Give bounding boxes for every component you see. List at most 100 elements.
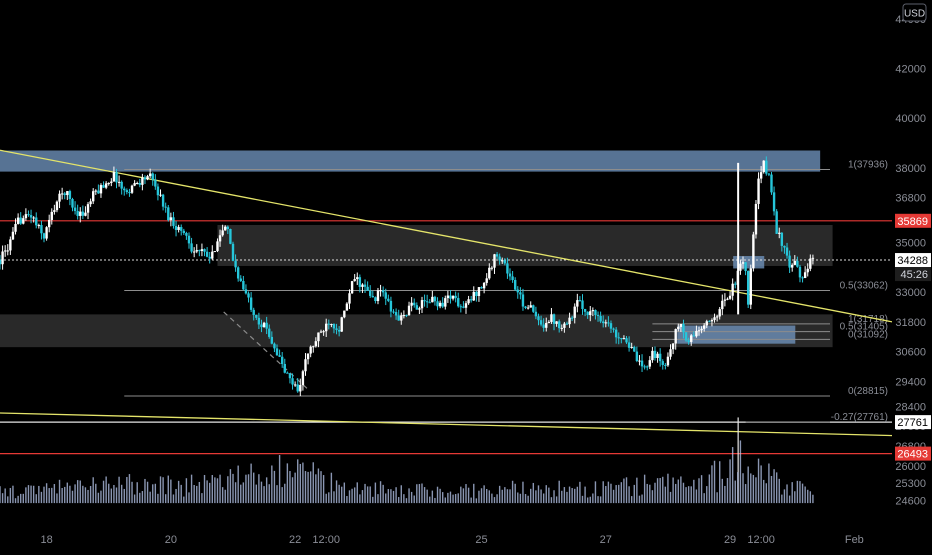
- volume-bar: [170, 479, 172, 504]
- candle-up: [350, 281, 354, 294]
- candle-down: [180, 227, 183, 231]
- volume-bar: [431, 490, 434, 504]
- candle-up: [749, 268, 752, 305]
- candle-down: [226, 226, 230, 229]
- volume-bar: [739, 440, 742, 504]
- volume-bar: [242, 482, 245, 504]
- volume-bar: [675, 483, 677, 504]
- candle-up: [211, 251, 214, 259]
- candle-down: [231, 243, 235, 261]
- time-axis-label: Feb: [845, 534, 864, 546]
- candle-down: [646, 366, 649, 368]
- candle-down: [796, 260, 799, 267]
- volume-bar: [115, 487, 118, 504]
- candle-up: [555, 321, 558, 324]
- volume-bar: [361, 490, 364, 504]
- time-axis-label: 22: [289, 534, 301, 546]
- candle-down: [203, 249, 206, 252]
- time-axis-label: 25: [475, 534, 487, 546]
- volume-bar: [610, 483, 612, 504]
- volume-bar: [672, 477, 674, 504]
- candle-down: [469, 299, 473, 301]
- volume-bar: [14, 498, 17, 504]
- candle-up: [317, 332, 320, 342]
- candle-up: [493, 254, 496, 268]
- candle-up: [94, 190, 97, 192]
- volume-bar: [517, 492, 519, 504]
- volume-bar: [781, 494, 783, 504]
- candle-down: [684, 332, 688, 341]
- price-axis-label: 28400: [895, 401, 926, 413]
- volume-bar: [480, 488, 483, 504]
- volume-bar: [724, 485, 726, 504]
- candle-up: [754, 203, 758, 235]
- volume-bar: [478, 490, 480, 504]
- volume-bar: [768, 463, 770, 504]
- candle-down: [521, 294, 525, 307]
- volume-bar: [571, 488, 573, 504]
- volume-bar: [566, 491, 568, 504]
- volume-bar: [612, 489, 615, 504]
- candle-down: [185, 232, 188, 236]
- price-tag-34288: [895, 253, 931, 268]
- zone-blue: [0, 150, 821, 172]
- candle-up: [671, 343, 675, 350]
- candle-up: [218, 235, 222, 242]
- price-tag-layer: 35869 34288 27761 26493 45:26: [895, 213, 931, 461]
- volume-bar: [486, 488, 488, 504]
- volume-bar: [488, 490, 490, 504]
- volume-bar: [302, 462, 304, 504]
- candle-down: [532, 305, 535, 312]
- candle-down: [76, 210, 79, 216]
- volume-bar: [794, 491, 796, 504]
- candle-up: [32, 217, 35, 219]
- volume-bar: [418, 483, 421, 504]
- volume-bar: [633, 484, 635, 504]
- volume-bar: [763, 479, 765, 504]
- volume-bar: [530, 488, 532, 504]
- volume-bar: [224, 489, 226, 504]
- volume-bar: [95, 483, 97, 504]
- volume-bar: [227, 476, 229, 504]
- candle-down: [425, 301, 429, 303]
- volume-bar: [801, 483, 804, 504]
- candle-down: [658, 353, 662, 362]
- currency-button[interactable]: USD: [902, 3, 927, 22]
- volume-bar: [164, 494, 167, 504]
- volume-bar: [465, 484, 467, 504]
- volume-bar: [447, 492, 449, 504]
- candle-up: [92, 191, 95, 202]
- candle-down: [236, 267, 240, 279]
- volume-bar: [377, 494, 379, 504]
- volume-bar: [356, 482, 358, 504]
- currency-button-frame[interactable]: [902, 3, 927, 22]
- volume-bar: [188, 492, 190, 504]
- volume-bar: [87, 489, 89, 504]
- price-axis-label: 24600: [895, 496, 926, 508]
- currency-label[interactable]: USD: [904, 9, 925, 20]
- volume-bar: [548, 487, 550, 504]
- candle-down: [772, 192, 776, 212]
- volume-bar: [123, 488, 125, 504]
- volume-bar: [146, 481, 149, 504]
- volume-bar: [307, 471, 309, 504]
- candle-up: [710, 319, 714, 322]
- candle-up: [695, 330, 698, 337]
- volume-bar: [597, 496, 599, 504]
- volume-bar: [677, 479, 679, 504]
- candle-up: [340, 317, 343, 332]
- volume-bar: [32, 485, 35, 504]
- candle-down: [19, 217, 22, 224]
- volume-bar: [413, 495, 415, 504]
- volume-bar: [579, 481, 581, 504]
- candle-up: [731, 283, 734, 296]
- volume-bar: [76, 480, 79, 504]
- volume-bar: [403, 494, 405, 504]
- candle-up: [177, 227, 180, 230]
- candle-up: [53, 210, 56, 212]
- candle-up: [697, 330, 701, 332]
- volume-bar: [82, 485, 84, 504]
- candle-down: [767, 173, 771, 175]
